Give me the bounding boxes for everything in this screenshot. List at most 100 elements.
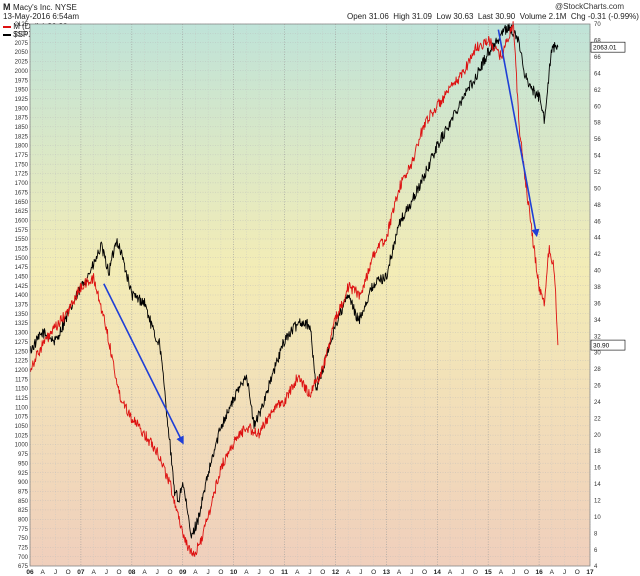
left-tick-label: 1675	[15, 190, 29, 196]
x-tick-label: A	[397, 569, 402, 576]
last-value-tag-box	[590, 339, 626, 351]
annotation-layer	[103, 29, 540, 445]
right-tick-label: 32	[594, 334, 601, 340]
left-tick-label: 1400	[15, 293, 29, 299]
left-tick-label: 675	[18, 564, 29, 570]
x-tick-label: J	[105, 569, 108, 576]
x-tick-label: A	[142, 569, 147, 576]
right-tick-label: 66	[594, 55, 601, 61]
x-tick-label: O	[269, 569, 274, 576]
x-tick-label: 11	[281, 569, 288, 576]
x-tick-label: A	[295, 569, 300, 576]
right-tick-label: 10	[594, 515, 601, 521]
right-tick-label: 28	[594, 367, 601, 373]
left-tick-label: 1250	[15, 349, 29, 355]
left-tick-label: 825	[18, 508, 29, 514]
right-tick-label: 30	[594, 351, 601, 357]
left-tick-label: 1750	[15, 162, 29, 168]
plot-frame	[29, 23, 591, 567]
x-tick-label: 16	[535, 569, 543, 576]
low-value: 30.63	[453, 12, 474, 21]
m-series-line	[29, 21, 559, 557]
left-tick-label: 1450	[15, 275, 29, 281]
left-tick-label: 1975	[15, 78, 29, 84]
trend-arrow	[497, 29, 540, 238]
x-tick-label: 07	[77, 569, 85, 576]
left-tick-label: 1850	[15, 125, 29, 131]
left-tick-label: 1050	[15, 424, 29, 430]
x-tick-label: J	[308, 569, 311, 576]
left-tick-label: 975	[18, 452, 29, 458]
right-tick-label: 68	[594, 39, 601, 45]
left-tick-label: 1925	[15, 97, 29, 103]
right-tick-label: 44	[594, 236, 601, 242]
left-tick-label: 775	[18, 527, 29, 533]
left-tick-label: 950	[18, 461, 29, 467]
low-label: Low	[436, 12, 452, 21]
right-tick-label: 42	[594, 252, 601, 258]
x-tick-label: A	[41, 569, 46, 576]
x-tick-label: 10	[230, 569, 238, 576]
x-tick-label: J	[359, 569, 362, 576]
left-tick-label: 925	[18, 471, 29, 477]
right-tick-label: 12	[594, 499, 601, 505]
left-tick-label: 1000	[15, 443, 29, 449]
x-tick-label: A	[448, 569, 453, 576]
left-tick-label: 1200	[15, 368, 29, 374]
right-tick-label: 26	[594, 384, 601, 390]
open-value: 31.06	[368, 12, 389, 21]
x-tick-label: J	[54, 569, 57, 576]
x-tick-label: 08	[128, 569, 136, 576]
x-tick-label: A	[244, 569, 249, 576]
right-tick-label: 38	[594, 285, 601, 291]
company-name: Macy's Inc. NYSE	[13, 3, 77, 12]
left-tick-label: 850	[18, 499, 29, 505]
left-tick-label: 1650	[15, 200, 29, 206]
watermark: @StockCharts.com	[555, 2, 625, 11]
open-label: Open	[347, 12, 367, 21]
series-layer	[29, 21, 559, 557]
left-tick-label: 1425	[15, 284, 29, 290]
chg-value: -0.31 (-0.99%)	[587, 12, 639, 21]
left-tick-label: 1375	[15, 303, 29, 309]
trend-arrow	[103, 283, 184, 445]
x-tick-label: A	[499, 569, 504, 576]
x-tick-label: 12	[332, 569, 340, 576]
last-value-tag: 2063.01	[593, 45, 617, 52]
left-tick-label: 700	[18, 555, 29, 561]
left-tick-label: 1075	[15, 415, 29, 421]
x-tick-label: J	[563, 569, 566, 576]
legend-m-swatch	[3, 25, 11, 28]
x-tick-label: J	[207, 569, 210, 576]
right-tick-label: 14	[594, 482, 601, 488]
x-tick-label: J	[156, 569, 159, 576]
right-tick-label: 6	[594, 548, 598, 554]
chg-label: Chg	[570, 12, 586, 21]
x-tick-label: J	[512, 569, 515, 576]
right-tick-label: 36	[594, 301, 601, 307]
right-tick-label: 52	[594, 170, 601, 176]
left-tick-label: 1225	[15, 359, 29, 365]
left-tick-label: 2100	[15, 32, 29, 38]
x-tick-label: O	[66, 569, 71, 576]
left-tick-label: 725	[18, 546, 29, 552]
left-tick-label: 2000	[15, 69, 29, 75]
x-tick-label: 09	[179, 569, 187, 576]
x-tick-label: O	[524, 569, 529, 576]
right-tick-label: 40	[594, 269, 601, 275]
x-tick-label: A	[550, 569, 555, 576]
x-tick-label: J	[410, 569, 413, 576]
spx-series-line	[29, 23, 559, 539]
right-tick-label: 48	[594, 203, 601, 209]
right-tick-label: 62	[594, 88, 601, 94]
left-tick-label: 1100	[15, 405, 29, 411]
last-value-tag-box	[590, 41, 626, 53]
x-tick-label: O	[575, 569, 580, 576]
right-tick-label: 16	[594, 466, 601, 472]
left-tick-label: 1350	[15, 312, 29, 318]
left-tick-label: 2025	[15, 60, 29, 66]
x-tick-label: A	[193, 569, 198, 576]
left-tick-label: 1125	[15, 396, 29, 402]
